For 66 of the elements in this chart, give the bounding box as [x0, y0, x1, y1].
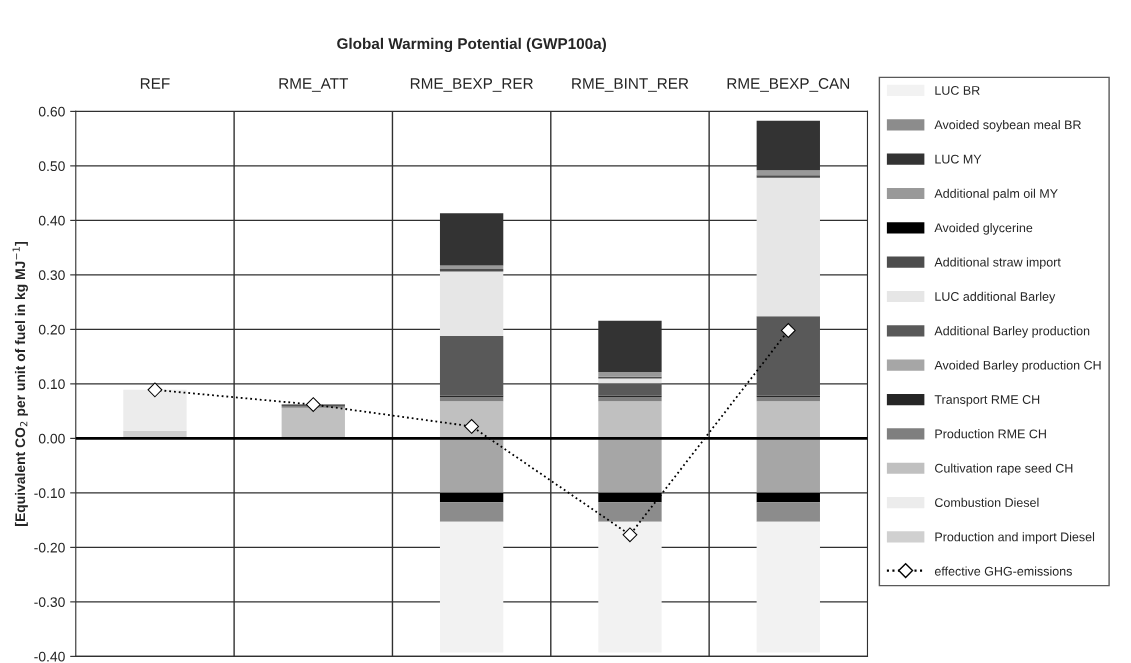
x-tick-label: RME_BINT_RER: [572, 78, 689, 92]
bar: [439, 396, 504, 402]
y-tick-label: -0.40: [34, 651, 65, 662]
bar: [439, 271, 504, 336]
bar: [756, 492, 820, 503]
y-tick-label: 0.40: [38, 215, 65, 226]
bar: [756, 170, 820, 176]
legend-label: Production and import Diesel: [935, 532, 1095, 544]
y-tick-label: 0.20: [38, 324, 65, 335]
bar: [756, 502, 820, 522]
legend-label: Production RME CH: [935, 429, 1046, 439]
legend-label: Avoided Barley production CH: [934, 360, 1101, 373]
bar: [439, 492, 504, 503]
y-tick-label: 0.10: [38, 379, 65, 390]
x-tick-label: RME_ATT: [279, 78, 349, 92]
legend-label: Transport RME CH: [934, 395, 1040, 407]
x-tick-label: RME_BEXP_CAN: [727, 78, 850, 92]
legend-label: Cultivation rape seed CH: [935, 463, 1073, 476]
bar: [598, 521, 662, 653]
legend-label: Combustion Diesel: [935, 497, 1039, 507]
bar: [598, 438, 662, 493]
y-tick-label: -0.20: [34, 542, 65, 553]
bar: [598, 396, 662, 402]
bar: [439, 521, 504, 653]
bar: [123, 389, 187, 431]
bar: [598, 502, 662, 522]
legend-label: LUC additional Barley: [935, 291, 1056, 304]
point: [305, 397, 321, 412]
x-tick-label: REF: [140, 78, 170, 89]
y-tick-label: 0.30: [38, 270, 65, 281]
bar: [281, 407, 345, 439]
bar: [439, 438, 504, 493]
legend-label: LUC MY: [935, 154, 982, 164]
legend-label: Additional Barley production: [934, 326, 1090, 338]
legend-label: Additional palm oil MY: [934, 188, 1058, 201]
bar: [598, 383, 662, 396]
bar: [756, 177, 820, 317]
bar: [756, 521, 820, 653]
bar: [756, 175, 820, 178]
bar: [756, 396, 820, 402]
bar: [439, 502, 504, 522]
chart-title: Global Warming Potential (GWP100a): [337, 37, 606, 53]
y-tick-label: 0.60: [38, 106, 65, 117]
bar: [598, 378, 662, 384]
bar: [598, 371, 662, 377]
y-axis-title: [Equivalent CO$_{2}$ per unit of fuel in kg MJ$^{−1}$]: [12, 242, 28, 526]
legend-label: Additional straw import: [934, 257, 1061, 270]
y-tick-label: 0.00: [38, 433, 65, 444]
bar: [439, 335, 504, 396]
legend-label: Avoided soybean meal BR: [934, 120, 1081, 132]
y-tick-label: -0.10: [34, 488, 65, 499]
legend-label: LUC BR: [935, 86, 980, 95]
bar: [598, 401, 662, 439]
y-tick-label: 0.50: [38, 161, 65, 172]
legend-label: Avoided glycerine: [934, 223, 1033, 235]
bar: [756, 438, 820, 493]
bar: [598, 492, 662, 503]
point: [147, 382, 163, 398]
x-tick-label: RME_BEXP_RER: [410, 78, 533, 92]
point: [622, 527, 638, 543]
bar: [756, 316, 820, 396]
point: [780, 323, 796, 338]
legend-label: effective GHG-emissions: [934, 566, 1072, 576]
y-tick-label: -0.30: [34, 597, 65, 608]
bar: [439, 401, 504, 439]
bar: [756, 401, 820, 439]
